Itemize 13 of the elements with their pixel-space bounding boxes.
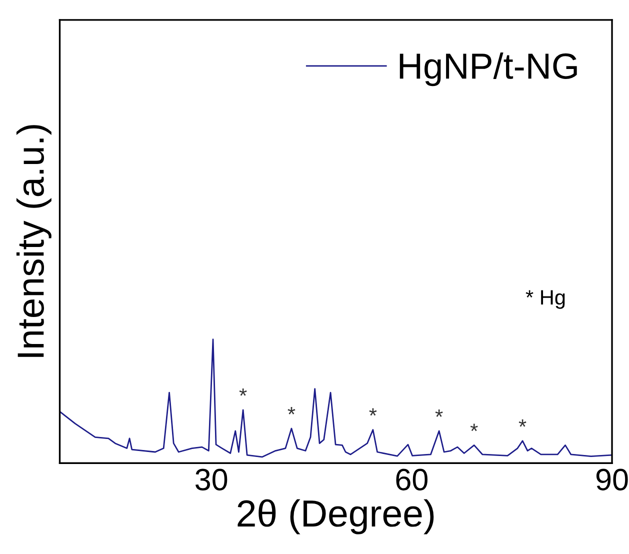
x-axis-title: 2θ (Degree) [238,499,434,534]
annotation: * [518,419,526,427]
legend-label: HgNP/t-NG [400,52,577,86]
annotation: * [435,410,443,417]
x-tick-label: 90 [596,468,628,490]
text: * Hg [526,290,565,309]
annotation: * [239,388,247,396]
y-axis-title: Intensity (a.u.) [16,125,52,357]
annotation: * [288,407,296,414]
x-tick-label: 60 [396,468,428,490]
annotation: * [470,424,478,432]
x-tick-label: 30 [196,468,228,490]
annotation: * [369,408,377,416]
